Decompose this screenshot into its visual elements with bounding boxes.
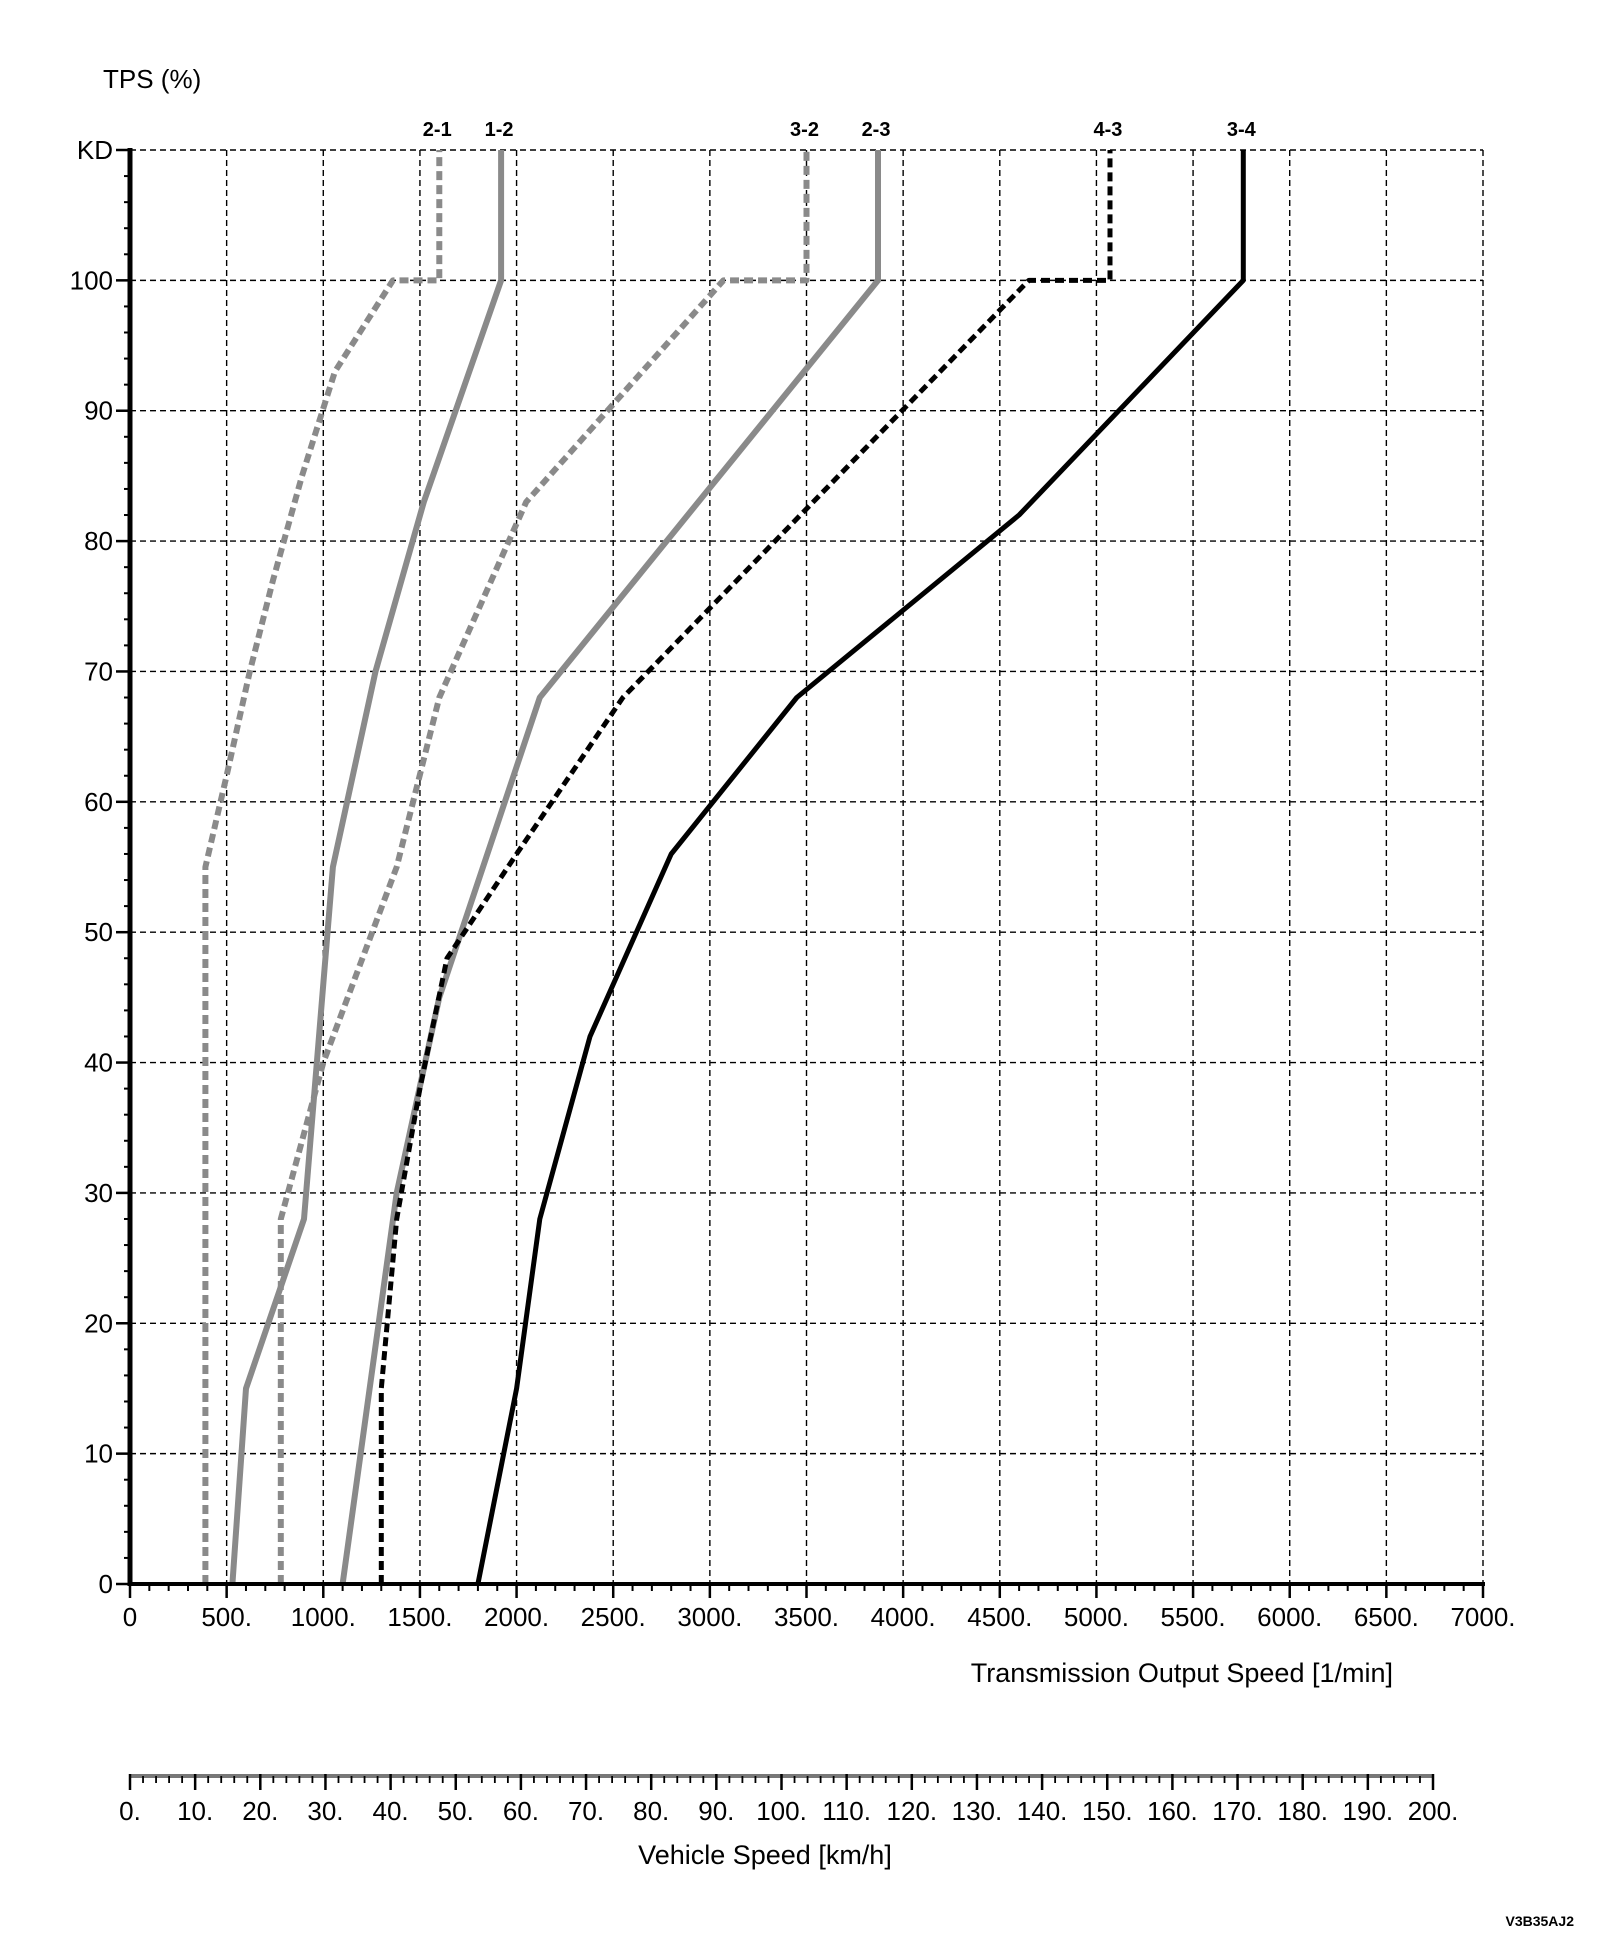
series-line-4-3 bbox=[378, 150, 1113, 1584]
figure-id: V3B35AJ2 bbox=[1506, 1913, 1575, 1929]
vehicle-speed-tick-label: 60. bbox=[503, 1796, 539, 1826]
vehicle-speed-tick-label: 200. bbox=[1408, 1796, 1459, 1826]
x-tick-label: 4000. bbox=[871, 1602, 936, 1632]
y-tick-label: 70 bbox=[84, 656, 113, 686]
series-label-2-1: 2-1 bbox=[423, 119, 452, 141]
vehicle-speed-tick-label: 130. bbox=[952, 1796, 1003, 1826]
x-tick-label: 3500. bbox=[774, 1602, 839, 1632]
x-tick-label: 2000. bbox=[484, 1602, 549, 1632]
x-tick-label: 3000. bbox=[677, 1602, 742, 1632]
series-line-2-3 bbox=[339, 150, 881, 1585]
x-axis-title: Transmission Output Speed [1/min] bbox=[971, 1658, 1393, 1688]
x-tick-label: 5000. bbox=[1064, 1602, 1129, 1632]
vehicle-speed-tick-label: 0. bbox=[119, 1796, 141, 1826]
vehicle-speed-tick-label: 20. bbox=[242, 1796, 278, 1826]
vehicle-speed-tick-label: 50. bbox=[438, 1796, 474, 1826]
series-label-3-4: 3-4 bbox=[1227, 119, 1257, 141]
vehicle-speed-tick-label: 190. bbox=[1343, 1796, 1394, 1826]
x-tick-label: 1000. bbox=[291, 1602, 356, 1632]
y-axis-title: TPS (%) bbox=[103, 64, 201, 94]
vehicle-speed-axis-title: Vehicle Speed [km/h] bbox=[638, 1840, 892, 1870]
vehicle-speed-tick-label: 170. bbox=[1212, 1796, 1263, 1826]
vehicle-speed-tick-label: 90. bbox=[698, 1796, 734, 1826]
vehicle-speed-tick-label: 10. bbox=[177, 1796, 213, 1826]
vehicle-speed-tick-label: 160. bbox=[1147, 1796, 1198, 1826]
x-tick-label: 7000. bbox=[1450, 1602, 1515, 1632]
y-tick-label: 30 bbox=[84, 1178, 113, 1208]
grid bbox=[130, 149, 1484, 1584]
y-tick-label: KD bbox=[77, 135, 113, 165]
series-label-3-2: 3-2 bbox=[790, 119, 819, 141]
vehicle-speed-tick-label: 150. bbox=[1082, 1796, 1133, 1826]
y-tick-label: 60 bbox=[84, 787, 113, 817]
y-tick-label: 10 bbox=[84, 1439, 113, 1469]
vehicle-speed-tick-label: 110. bbox=[822, 1796, 871, 1826]
vehicle-speed-tick-label: 180. bbox=[1277, 1796, 1328, 1826]
x-tick-label: 6000. bbox=[1257, 1602, 1322, 1632]
y-tick-label: 90 bbox=[84, 396, 113, 426]
series-label-1-2: 1-2 bbox=[485, 119, 514, 141]
series-line-2-1 bbox=[202, 150, 443, 1584]
series-label-2-3: 2-3 bbox=[862, 119, 891, 141]
vehicle-speed-tick-label: 140. bbox=[1017, 1796, 1068, 1826]
series-layer: 2-1 1-2 3-2 2-3 4-3 3-4 bbox=[202, 119, 1257, 1585]
vehicle-speed-tick-label: 70. bbox=[568, 1796, 604, 1826]
series-line-3-4 bbox=[475, 150, 1246, 1585]
axes: 0 10 20 30 40 50 60 70 80 90 100 KD 0 500. 1000. 1500. 2… bbox=[70, 135, 1516, 1826]
y-tick-label: 0 bbox=[99, 1569, 113, 1599]
vehicle-speed-tick-label: 80. bbox=[633, 1796, 669, 1826]
x-tick-label: 4500. bbox=[967, 1602, 1032, 1632]
x-tick-label: 0 bbox=[123, 1602, 137, 1632]
x-tick-label: 6500. bbox=[1354, 1602, 1419, 1632]
y-tick-label: 100 bbox=[70, 265, 113, 295]
x-tick-label: 5500. bbox=[1161, 1602, 1226, 1632]
vehicle-speed-tick-label: 30. bbox=[307, 1796, 343, 1826]
y-tick-label: 80 bbox=[84, 526, 113, 556]
y-tick-label: 20 bbox=[84, 1308, 113, 1338]
vehicle-speed-tick-label: 40. bbox=[373, 1796, 409, 1826]
x-tick-label: 2500. bbox=[581, 1602, 646, 1632]
x-tick-label: 1500. bbox=[387, 1602, 452, 1632]
vehicle-speed-tick-label: 120. bbox=[886, 1796, 937, 1826]
series-label-4-3: 4-3 bbox=[1094, 119, 1123, 141]
y-tick-label: 40 bbox=[84, 1048, 113, 1078]
x-tick-label: 500. bbox=[201, 1602, 252, 1632]
y-tick-label: 50 bbox=[84, 917, 113, 947]
vehicle-speed-tick-label: 100. bbox=[756, 1796, 807, 1826]
series-line-1-2 bbox=[229, 150, 505, 1585]
series-line-3-2 bbox=[277, 150, 810, 1584]
